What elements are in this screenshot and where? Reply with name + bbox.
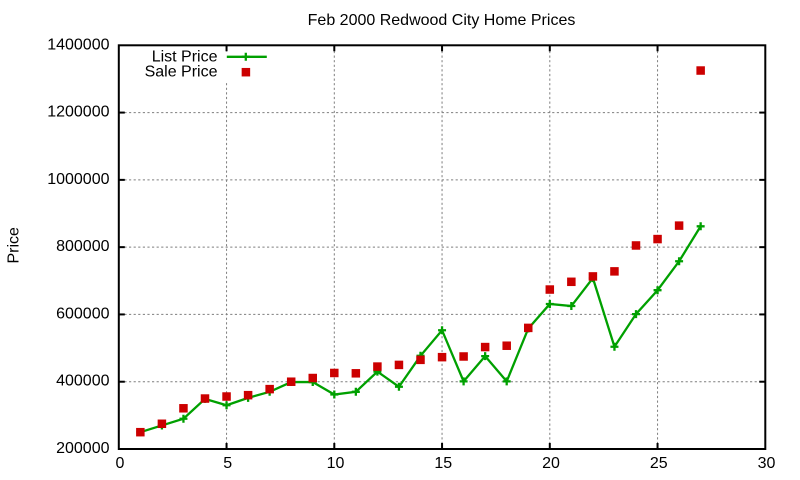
svg-text:1400000: 1400000 [47,36,109,53]
svg-text:30: 30 [758,455,776,472]
svg-text:10: 10 [327,455,345,472]
svg-text:Sale Price: Sale Price [145,64,218,81]
svg-text:Feb 2000 Redwood City Home Pri: Feb 2000 Redwood City Home Prices [308,12,576,29]
svg-text:1200000: 1200000 [47,104,109,121]
svg-text:Price: Price [5,227,22,264]
svg-text:20: 20 [542,455,560,472]
svg-text:1000000: 1000000 [47,171,109,188]
svg-text:800000: 800000 [56,238,109,255]
svg-text:0: 0 [116,455,125,472]
svg-text:600000: 600000 [56,305,109,322]
svg-text:15: 15 [434,455,452,472]
svg-text:5: 5 [223,455,232,472]
svg-text:400000: 400000 [56,373,109,390]
svg-text:25: 25 [650,455,668,472]
svg-text:List Price: List Price [152,48,218,65]
svg-text:200000: 200000 [56,440,109,457]
